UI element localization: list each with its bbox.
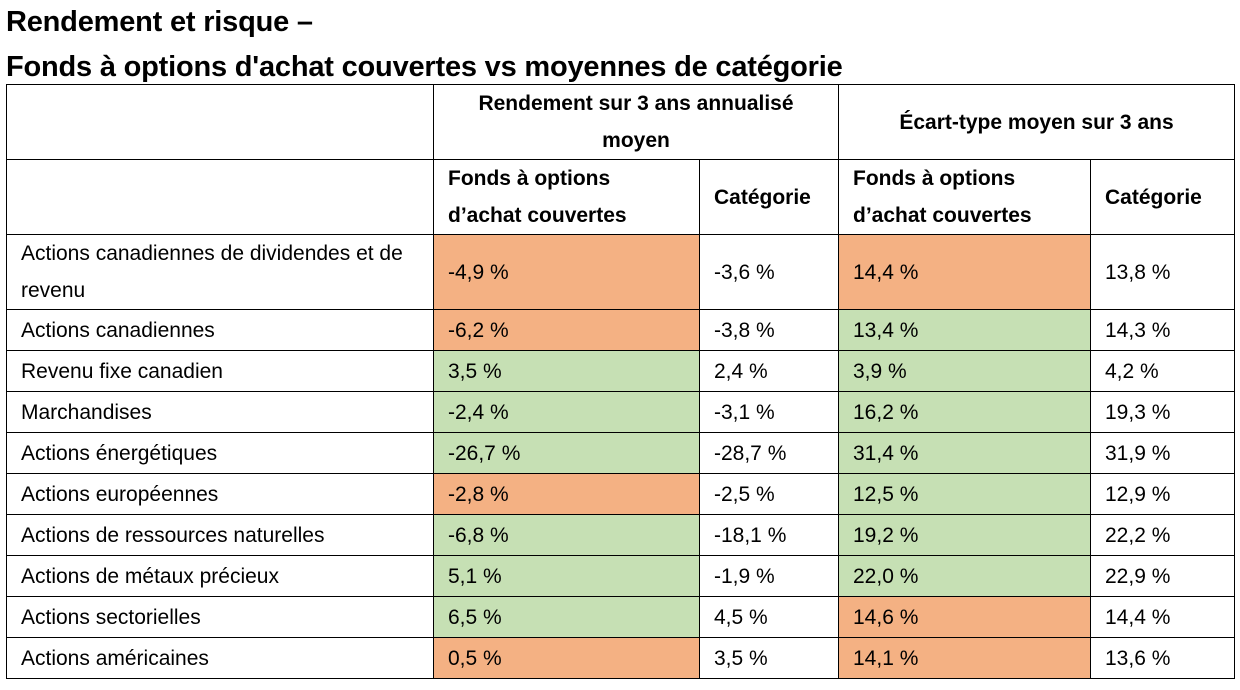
row-label: Actions américaines [6,637,434,679]
title-line-1: Rendement et risque – [6,6,313,38]
cell-return-category: 2,4 % [699,350,839,392]
cell-return-category: -3,6 % [699,234,839,310]
cell-stddev-fund: 16,2 % [838,391,1091,433]
table-row: Actions de métaux précieux 5,1 % -1,9 % 22,… [6,555,1235,597]
cell-stddev-fund: 22,0 % [838,555,1091,597]
cell-stddev-category: 31,9 % [1090,432,1235,474]
cell-return-category: 4,5 % [699,596,839,638]
row-label: Actions canadiennes de dividendes et de … [6,234,434,310]
cell-stddev-fund: 14,1 % [838,637,1091,679]
column-header-row: Fonds à options d’achat couvertes Catégo… [6,159,1235,235]
table-row: Marchandises -2,4 % -3,1 % 16,2 % 19,3 % [6,391,1235,433]
group-header-return: Rendement sur 3 ans annualisé moyen [433,84,839,160]
cell-return-fund: -4,9 % [433,234,700,310]
data-table: Rendement sur 3 ans annualisé moyen Écar… [6,84,1235,679]
row-label: Marchandises [6,391,434,433]
cell-stddev-fund: 14,4 % [838,234,1091,310]
cell-return-category: -28,7 % [699,432,839,474]
row-label: Actions de ressources naturelles [6,514,434,556]
cell-return-category: 3,5 % [699,637,839,679]
header-corner-cell [6,84,434,160]
title-line-2: Fonds à options d'achat couvertes vs moy… [6,51,843,83]
row-label: Actions européennes [6,473,434,515]
col-header-return-fund: Fonds à options d’achat couvertes [433,159,700,235]
table-row: Actions canadiennes de dividendes et de … [6,234,1235,310]
cell-return-fund: 5,1 % [433,555,700,597]
table-row: Actions canadiennes -6,2 % -3,8 % 13,4 % 14,… [6,309,1235,351]
cell-stddev-category: 22,2 % [1090,514,1235,556]
group-header-stddev: Écart-type moyen sur 3 ans [838,84,1235,160]
cell-stddev-fund: 31,4 % [838,432,1091,474]
cell-return-fund: 6,5 % [433,596,700,638]
table-row: Actions sectorielles 6,5 % 4,5 % 14,6 % 14,4… [6,596,1235,638]
cell-stddev-category: 12,9 % [1090,473,1235,515]
row-label: Actions canadiennes [6,309,434,351]
table-row: Actions américaines 0,5 % 3,5 % 14,1 % 13,6 … [6,637,1235,679]
group-header-row: Rendement sur 3 ans annualisé moyen Écar… [6,84,1235,160]
cell-stddev-category: 14,4 % [1090,596,1235,638]
cell-stddev-category: 4,2 % [1090,350,1235,392]
row-label: Actions énergétiques [6,432,434,474]
table-row: Revenu fixe canadien 3,5 % 2,4 % 3,9 % 4,2 % [6,350,1235,392]
row-label: Actions sectorielles [6,596,434,638]
cell-stddev-category: 13,8 % [1090,234,1235,310]
col-header-return-category: Catégorie [699,159,839,235]
cell-stddev-category: 19,3 % [1090,391,1235,433]
table-row: Actions de ressources naturelles -6,8 % -1… [6,514,1235,556]
cell-return-fund: 3,5 % [433,350,700,392]
cell-return-category: -3,1 % [699,391,839,433]
cell-return-fund: -6,2 % [433,309,700,351]
cell-stddev-fund: 12,5 % [838,473,1091,515]
cell-stddev-fund: 13,4 % [838,309,1091,351]
cell-stddev-fund: 19,2 % [838,514,1091,556]
col-header-stddev-fund: Fonds à options d’achat couvertes [838,159,1091,235]
row-label: Actions de métaux précieux [6,555,434,597]
cell-stddev-fund: 14,6 % [838,596,1091,638]
title-block: Rendement et risque – Fonds à options d'… [6,0,843,90]
cell-return-fund: -2,8 % [433,473,700,515]
cell-stddev-category: 14,3 % [1090,309,1235,351]
cell-return-fund: 0,5 % [433,637,700,679]
table-row: Actions énergétiques -26,7 % -28,7 % 31,4 %… [6,432,1235,474]
cell-return-category: -2,5 % [699,473,839,515]
row-label: Revenu fixe canadien [6,350,434,392]
table-row: Actions européennes -2,8 % -2,5 % 12,5 % 12,… [6,473,1235,515]
cell-return-fund: -6,8 % [433,514,700,556]
cell-stddev-fund: 3,9 % [838,350,1091,392]
header-blank-cell [6,159,434,235]
cell-stddev-category: 22,9 % [1090,555,1235,597]
cell-return-category: -3,8 % [699,309,839,351]
cell-return-category: -1,9 % [699,555,839,597]
cell-stddev-category: 13,6 % [1090,637,1235,679]
col-header-stddev-category: Catégorie [1090,159,1235,235]
cell-return-category: -18,1 % [699,514,839,556]
cell-return-fund: -2,4 % [433,391,700,433]
cell-return-fund: -26,7 % [433,432,700,474]
